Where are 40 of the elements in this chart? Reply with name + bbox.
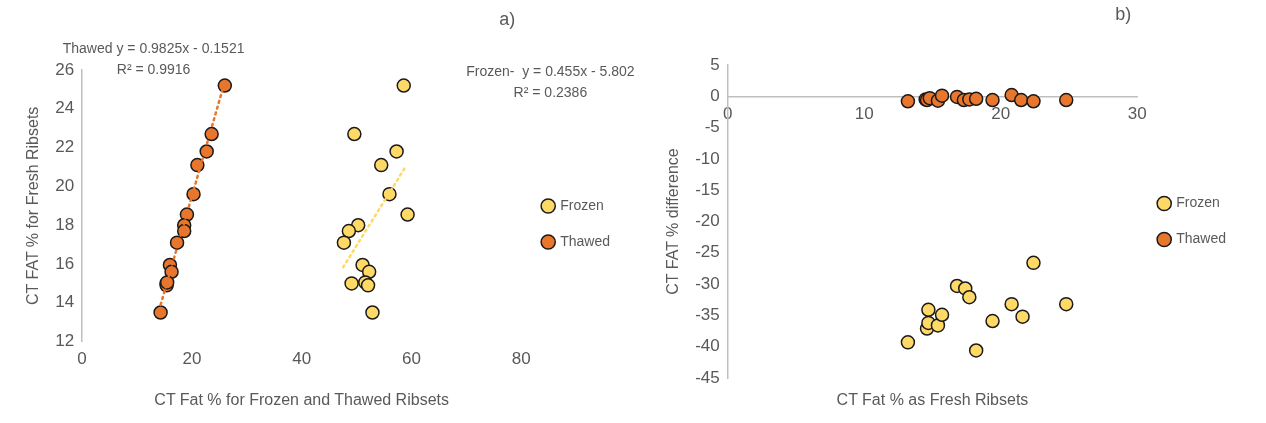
y-tick-label: 24 bbox=[55, 98, 75, 118]
y-tick-label: -10 bbox=[695, 148, 720, 168]
y-tick-label: 20 bbox=[55, 176, 75, 196]
y-tick-label: 18 bbox=[55, 214, 75, 234]
legend-label: Frozen bbox=[560, 196, 604, 213]
y-axis-title: CT FAT % for Fresh Ribsets bbox=[24, 106, 42, 305]
y-tick-label: 22 bbox=[55, 137, 75, 157]
y-tick-label: -15 bbox=[695, 179, 720, 199]
y-tick-label: -40 bbox=[695, 336, 720, 356]
y-tick-label: 16 bbox=[55, 253, 75, 273]
y-tick-label: 5 bbox=[710, 54, 720, 74]
x-tick-label: 40 bbox=[292, 349, 312, 369]
y-tick-label: 14 bbox=[55, 292, 75, 312]
y-tick-label: -5 bbox=[704, 117, 720, 137]
legend-label: Frozen bbox=[1176, 194, 1220, 211]
x-axis-title: CT Fat % for Frozen and Thawed Ribsets bbox=[154, 391, 449, 409]
y-tick-label: -35 bbox=[695, 305, 720, 325]
x-axis-title: CT Fat % as Fresh Ribsets bbox=[836, 391, 1029, 409]
legend-label: Thawed bbox=[1176, 230, 1227, 247]
annotation: R² = 0.2386 bbox=[513, 83, 588, 100]
x-tick-label: 20 bbox=[182, 349, 202, 369]
text: Thawed y = 0.9825x - 0.1521 bbox=[62, 39, 245, 56]
y-axis-title: CT FAT % difference bbox=[664, 148, 682, 295]
y-tick-label: -30 bbox=[695, 273, 720, 293]
y-tick-label: 26 bbox=[55, 59, 75, 79]
chart-title: b) bbox=[1115, 3, 1132, 24]
y-tick-label: -20 bbox=[695, 211, 720, 231]
y-tick-label: -45 bbox=[695, 367, 720, 387]
y-tick-label: 0 bbox=[710, 85, 720, 105]
annotation: Frozen- y = 0.455x - 5.802 bbox=[466, 62, 635, 79]
x-tick-label: 60 bbox=[401, 349, 421, 369]
x-tick-label: 10 bbox=[854, 104, 874, 124]
chart-title: a) bbox=[499, 8, 516, 29]
y-tick-label: -25 bbox=[695, 242, 720, 262]
x-tick-label: 20 bbox=[991, 104, 1011, 124]
x-tick-label: 30 bbox=[1127, 104, 1147, 124]
legend-label: Thawed bbox=[560, 232, 611, 249]
annotation: R² = 0.9916 bbox=[116, 60, 191, 77]
y-tick-label: 12 bbox=[55, 331, 75, 351]
x-tick-label: 80 bbox=[511, 349, 531, 369]
